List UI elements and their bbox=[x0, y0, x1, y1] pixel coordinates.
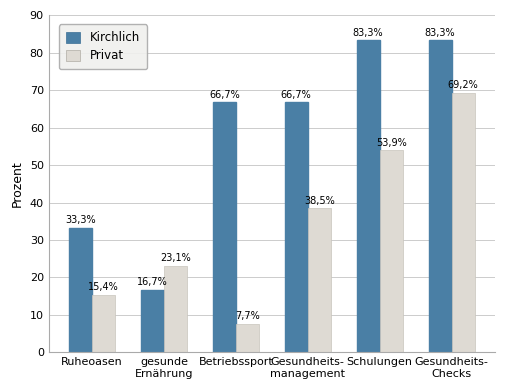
Text: 15,4%: 15,4% bbox=[88, 282, 119, 292]
Bar bbox=[307, 208, 330, 353]
Text: 33,3%: 33,3% bbox=[65, 215, 95, 225]
Text: 69,2%: 69,2% bbox=[447, 80, 478, 90]
Text: 83,3%: 83,3% bbox=[424, 28, 454, 37]
Bar bbox=[356, 40, 379, 353]
Text: 23,1%: 23,1% bbox=[160, 253, 190, 263]
Bar bbox=[450, 93, 474, 353]
Bar bbox=[379, 151, 402, 353]
Text: 16,7%: 16,7% bbox=[137, 277, 168, 287]
Bar bbox=[69, 228, 92, 353]
Y-axis label: Prozent: Prozent bbox=[11, 160, 24, 207]
Text: 66,7%: 66,7% bbox=[209, 90, 239, 100]
Bar bbox=[92, 295, 115, 353]
Legend: Kirchlich, Privat: Kirchlich, Privat bbox=[59, 25, 147, 69]
Bar bbox=[140, 290, 164, 353]
Bar bbox=[235, 324, 259, 353]
Bar bbox=[284, 103, 307, 353]
Text: 66,7%: 66,7% bbox=[280, 90, 311, 100]
Bar bbox=[164, 266, 186, 353]
Bar bbox=[213, 103, 235, 353]
Text: 83,3%: 83,3% bbox=[352, 28, 383, 37]
Bar bbox=[428, 40, 450, 353]
Text: 7,7%: 7,7% bbox=[234, 311, 259, 321]
Text: 38,5%: 38,5% bbox=[304, 195, 334, 206]
Text: 53,9%: 53,9% bbox=[375, 138, 406, 148]
